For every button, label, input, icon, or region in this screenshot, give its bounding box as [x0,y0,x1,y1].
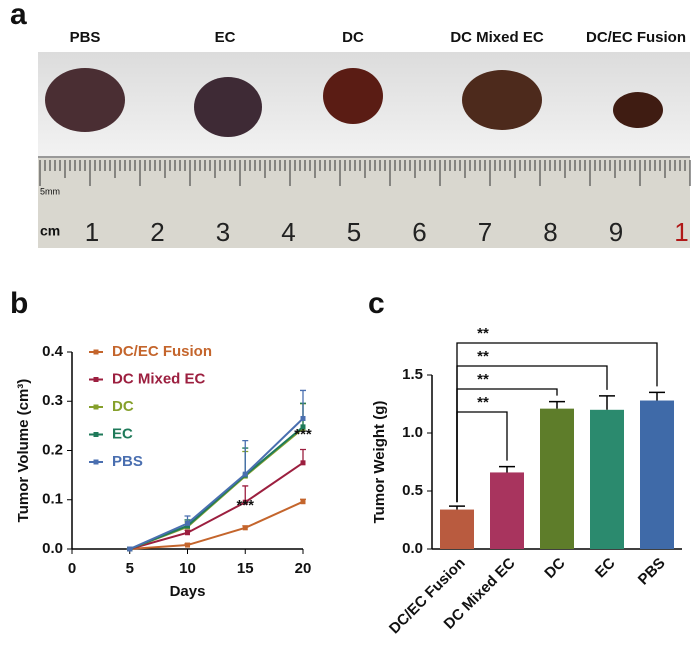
ruler-number: 6 [412,217,426,247]
legend-marker [93,432,99,437]
ruler-number: 5 [347,217,361,247]
y-tick-label: 0.4 [42,343,64,360]
y-tick-label: 0.5 [402,482,423,499]
legend-marker [93,349,99,355]
panel-label: a [10,0,27,31]
ruler-unit: cm [40,223,60,239]
series-line [129,461,304,550]
series-line [129,427,304,550]
x-tick-label: 20 [295,560,312,577]
marker [185,520,190,526]
panel-label: b [10,287,28,320]
ruler [38,156,690,248]
marker [127,546,133,552]
legend-label: DC Mixed EC [112,370,206,387]
significance: *** [294,426,312,443]
series-line [129,500,304,550]
significance: ** [477,394,489,411]
x-tick-label: 5 [126,560,134,577]
significance-bracket [456,342,658,503]
legend-label: EC [112,425,133,442]
ruler-scale: 5mm [40,186,60,196]
sample-label: DC/EC Fusion [586,29,686,46]
marker [242,471,248,477]
ruler-number: 7 [478,217,492,247]
tumor [323,68,383,124]
marker [300,499,306,505]
tumor [462,70,542,130]
significance: ** [477,348,489,365]
bar [440,509,474,549]
ruler-number: 9 [609,217,623,247]
significance: *** [236,497,254,514]
tumor [613,92,663,128]
marker [242,525,248,531]
marker [300,415,306,421]
x-tick-label: 15 [237,560,254,577]
y-tick-label: 0.1 [42,491,63,508]
error-bar [300,389,306,419]
x-tick-label: DC [541,555,568,582]
error-bar [599,395,615,410]
marker [185,542,190,548]
error-bar [242,485,249,503]
x-tick-label: 10 [179,560,196,577]
y-tick-label: 0.2 [42,441,63,458]
sample-label: DC [342,29,364,46]
x-axis-title: Days [170,583,206,600]
bar [490,472,524,549]
bar [640,400,674,549]
bar [540,408,574,549]
sample-label: PBS [70,29,101,46]
sample-label: EC [215,29,236,46]
y-axis-title: Tumor Volume (cm³) [15,379,32,523]
error-bar [449,505,465,510]
significance: ** [477,325,489,342]
bar [590,409,624,549]
error-bar [499,465,515,473]
legend-label: DC/EC Fusion [112,343,212,360]
marker [185,530,190,536]
ruler-number: 8 [543,217,557,247]
y-axis-title: Tumor Weight (g) [371,401,388,524]
marker [300,460,306,466]
legend-label: DC [112,398,134,415]
y-tick-label: 1.0 [402,424,423,441]
ruler-number: 4 [281,217,295,247]
x-tick-label: EC [592,555,619,582]
significance: ** [477,371,489,388]
error-bar [649,391,665,401]
marker [300,424,306,430]
y-tick-label: 0.0 [42,540,63,557]
series-line [129,426,304,550]
y-tick-label: 0.3 [42,392,63,409]
y-tick-label: 0.0 [402,540,423,557]
error-bar [549,400,565,409]
legend-label: PBS [112,453,143,470]
ruler-number: 2 [150,217,164,247]
legend-marker [93,404,99,410]
ruler-number: 3 [216,217,230,247]
sample-label: DC Mixed EC [450,29,544,46]
series-line [129,417,304,550]
y-tick-label: 1.5 [402,366,423,383]
ruler-number: 1 [85,217,99,247]
x-tick-label: PBS [635,555,669,589]
marker [242,499,248,505]
x-tick-label: 0 [68,560,76,577]
chart-b: b 0.0 0.1 0.2 0.3 0.4 0 5 10 15 20 Days Tumor Volume… [10,287,312,600]
tumor [194,77,262,137]
legend-marker [93,459,99,465]
panel-label: c [368,287,385,320]
error-bar [242,440,249,475]
legend-marker [93,377,99,382]
ruler-number: 1 [674,217,688,247]
tumor [45,68,125,132]
